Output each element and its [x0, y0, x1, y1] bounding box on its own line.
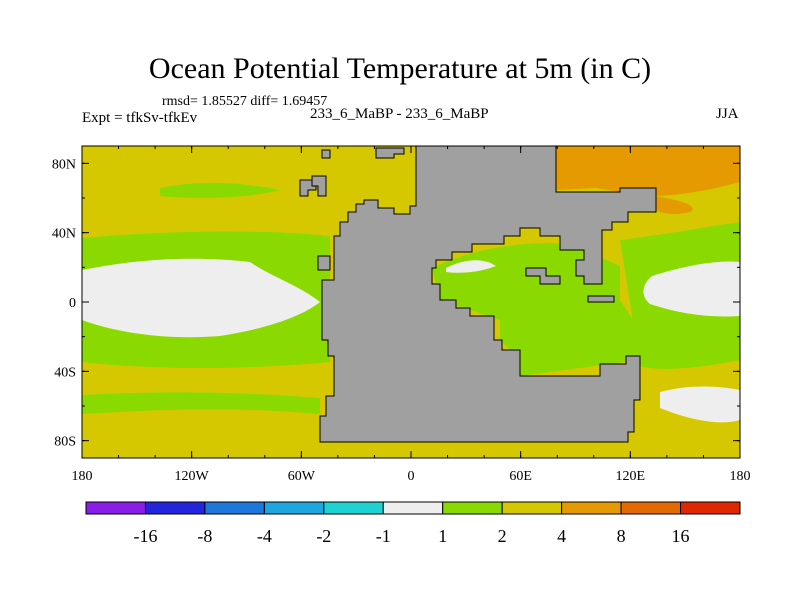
field-band-1-2-north [160, 182, 280, 198]
colorbar: -16 -8 -4 -2 -1 1 2 4 8 16 [85, 501, 741, 546]
x-tick-label: 180 [72, 469, 93, 484]
colorbar-swatch [263, 501, 325, 515]
land-island-2 [311, 175, 327, 197]
runs-label: 233_6_MaBP - 233_6_MaBP [310, 106, 489, 122]
colorbar-label: -16 [133, 526, 157, 546]
colorbar-label: 4 [557, 526, 566, 546]
colorbar-swatch [561, 501, 622, 515]
y-tick-label: 40S [54, 365, 76, 380]
land-island-5 [525, 267, 561, 285]
x-tick-label: 180 [730, 469, 751, 484]
field-band-neutral-west [82, 258, 320, 338]
colorbar-label: 8 [617, 526, 626, 546]
chart-title: Ocean Potential Temperature at 5m (in C) [148, 52, 652, 85]
field-band-neutral-east [643, 261, 740, 317]
colorbar-swatch [680, 501, 741, 515]
colorbar-swatch [620, 501, 682, 515]
experiment-label: Expt = tfkSv-tfkEv [82, 110, 198, 126]
colorbar-label: -1 [376, 526, 391, 546]
field-band-4-8-north [556, 146, 740, 196]
y-tick-label: 0 [69, 296, 76, 311]
colorbar-swatch [204, 501, 265, 515]
colorbar-swatch [144, 501, 206, 515]
y-axis: 80N 40N 0 40S 80S [52, 157, 740, 450]
field-band-neutral-interior [446, 260, 496, 273]
land-island-3 [375, 147, 405, 159]
x-tick-label: 0 [408, 469, 415, 484]
x-tick-label: 60E [509, 469, 532, 484]
colorbar-label: -4 [257, 526, 272, 546]
land-mass [319, 145, 657, 443]
colorbar-label: -8 [197, 526, 212, 546]
land-island-6 [587, 295, 615, 303]
colorbar-label: 1 [438, 526, 447, 546]
x-tick-label: 60W [288, 469, 316, 484]
map-field [82, 145, 740, 458]
x-tick-label: 120W [175, 469, 210, 484]
colorbar-swatch [323, 501, 384, 515]
field-band-neutral-southeast [660, 386, 740, 423]
season-label: JJA [716, 106, 739, 122]
land-island-4 [321, 149, 331, 159]
colorbar-swatch [501, 501, 563, 515]
y-tick-label: 80S [54, 435, 76, 450]
field-band-4-8-north-east [654, 196, 693, 215]
colorbar-label: -2 [316, 526, 331, 546]
y-tick-label: 80N [52, 157, 76, 172]
field-band-1-2-south [82, 392, 320, 414]
colorbar-label: 2 [498, 526, 507, 546]
land-island-7 [317, 255, 331, 271]
stats-label: rmsd= 1.85527 diff= 1.69457 [162, 94, 328, 109]
y-tick-label: 40N [52, 227, 76, 242]
colorbar-swatch [85, 501, 146, 515]
colorbar-label: 16 [672, 526, 690, 546]
x-tick-label: 120E [616, 469, 646, 484]
colorbar-swatch [382, 501, 444, 515]
x-axis: 180 120W 60W 0 60E 120E 180 [72, 146, 751, 484]
colorbar-swatch [442, 501, 503, 515]
